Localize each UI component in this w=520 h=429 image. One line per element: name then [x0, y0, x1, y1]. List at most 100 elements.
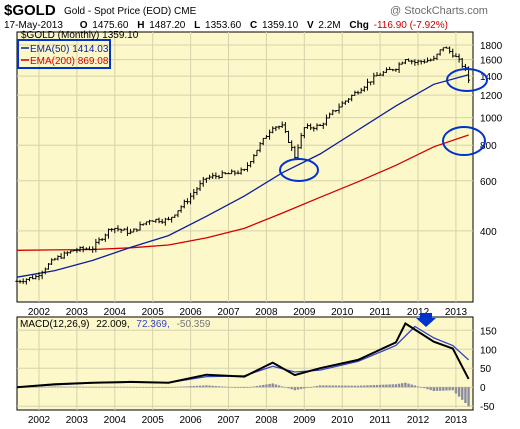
- price-bar: [252, 154, 256, 164]
- macd-hist-bar: [445, 387, 448, 391]
- price-bar: [331, 109, 335, 116]
- macd-hist-bar: [126, 386, 129, 388]
- macd-hist-bar: [438, 387, 442, 391]
- macd-hist-bar: [337, 385, 341, 388]
- macd-hist-bar: [66, 386, 69, 388]
- macd-hist-bar: [189, 386, 192, 388]
- macd-panel: [16, 316, 474, 411]
- price-bar: [185, 198, 189, 205]
- macd-hist-bar: [116, 386, 120, 388]
- macd-hist-bar: [179, 386, 183, 388]
- high-label: H: [137, 20, 144, 31]
- open-value: 1475.60: [92, 20, 129, 31]
- macd-hist-bar: [31, 386, 34, 388]
- macd-hist-bar: [151, 387, 154, 388]
- macd-hist-bar: [359, 385, 363, 388]
- macd-hist-bar: [369, 385, 372, 388]
- macd-hist-bar: [249, 386, 252, 388]
- macd-y-tick: -50: [480, 402, 495, 413]
- price-bar: [397, 62, 401, 74]
- macd-hist-bar: [331, 385, 334, 388]
- price-bar: [97, 237, 101, 245]
- price-bar: [176, 210, 180, 218]
- macd-hist-bar: [34, 386, 38, 388]
- change-label: Chg: [349, 20, 368, 31]
- price-bar: [268, 129, 272, 140]
- price-bar: [31, 275, 35, 280]
- macd-x-tick: 2013: [445, 415, 468, 426]
- price-bar: [429, 58, 433, 62]
- price-bar: [283, 122, 287, 134]
- price-bar: [223, 172, 227, 175]
- close-label: C: [250, 20, 257, 31]
- price-bar: [375, 71, 379, 77]
- macd-hist-bar: [173, 386, 177, 388]
- price-bar: [337, 103, 341, 114]
- price-bar: [138, 221, 142, 231]
- macd-x-tick: 2010: [331, 415, 354, 426]
- legend-ema50: EMA(50) 1414.03: [30, 44, 109, 55]
- macd-hist-bar: [467, 387, 470, 407]
- low-value: 1353.60: [205, 20, 242, 31]
- macd-signal-value: 72.369,: [136, 319, 169, 330]
- price-y-tick: 400: [480, 227, 497, 238]
- macd-peak-arrow: [416, 313, 436, 327]
- price-bar: [151, 220, 155, 222]
- bottom-2008-circle: [279, 158, 319, 182]
- macd-hist-bar: [426, 387, 429, 390]
- price-bar: [166, 216, 170, 221]
- macd-hist-bar: [88, 386, 91, 388]
- price-bar: [233, 170, 237, 176]
- macd-hist-bar: [391, 384, 394, 388]
- exchange-label: CME: [174, 6, 197, 17]
- macd-hist-bar: [63, 386, 66, 388]
- price-bar: [46, 263, 50, 270]
- macd-hist-bar: [107, 386, 110, 388]
- macd-hist-bar: [148, 387, 151, 388]
- macd-x-tick: 2003: [66, 415, 89, 426]
- price-bar: [34, 274, 38, 280]
- macd-hist-bar: [416, 386, 420, 388]
- price-bar: [299, 132, 303, 149]
- macd-hist-bar: [442, 387, 445, 391]
- macd-hist-bar: [94, 386, 98, 388]
- price-bar: [249, 160, 253, 168]
- macd-hist-bar: [195, 385, 199, 388]
- macd-hist-bar: [100, 386, 104, 388]
- price-bar: [274, 126, 278, 132]
- price-bar: [271, 126, 275, 134]
- macd-x-tick: 2011: [369, 415, 391, 426]
- macd-hist-bar: [344, 385, 347, 388]
- price-bar: [261, 137, 265, 146]
- macd-y-tick: 100: [480, 345, 497, 356]
- macd-hist-bar: [47, 386, 50, 388]
- symbol-label: $GOLD: [4, 2, 56, 19]
- price-bar: [426, 57, 430, 63]
- price-bar: [56, 255, 60, 261]
- price-bar: [214, 172, 218, 180]
- macd-hist-bar: [202, 385, 205, 388]
- volume-value: 2.2M: [318, 20, 340, 31]
- macd-hist-bar: [91, 386, 94, 388]
- price-bar: [62, 251, 66, 259]
- price-bar: [204, 177, 208, 183]
- price-bar: [293, 146, 297, 159]
- macd-histogram: [15, 382, 470, 407]
- high-value: 1487.20: [149, 20, 186, 31]
- macd-hist-bar: [72, 386, 75, 388]
- ohlc-line: 17-May-2013 O 1475.60 H 1487.20 L 1353.6…: [4, 20, 448, 31]
- price-y-tick: 1600: [480, 56, 503, 67]
- price-panel: [16, 31, 474, 303]
- price-x-tick: 2005: [142, 307, 165, 318]
- ema200-target-circle: [442, 126, 486, 156]
- macd-hist-bar: [385, 384, 388, 388]
- macd-hist-bar: [435, 387, 439, 391]
- price-bar: [141, 223, 145, 226]
- macd-line-series: [16, 322, 470, 389]
- macd-hist-bar: [160, 387, 164, 388]
- price-bar: [182, 199, 186, 209]
- macd-hist-bar: [290, 387, 293, 390]
- price-bar: [350, 94, 354, 102]
- macd-x-tick: 2009: [293, 415, 316, 426]
